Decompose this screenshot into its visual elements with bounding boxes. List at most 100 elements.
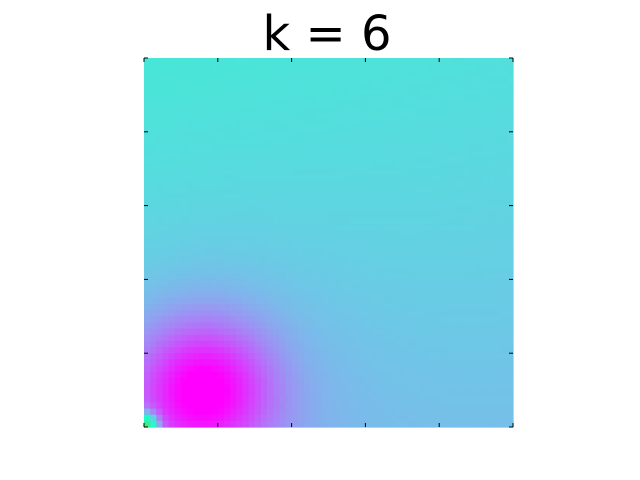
heatmap-cell xyxy=(469,353,477,360)
heatmap-cell xyxy=(365,322,373,330)
heatmap-cell xyxy=(199,230,207,237)
heatmap-cell xyxy=(334,279,342,287)
heatmap-cell xyxy=(328,304,336,311)
heatmap-cell xyxy=(445,248,453,256)
heatmap-cell xyxy=(476,58,483,65)
heatmap-cell xyxy=(377,254,385,262)
heatmap-cell xyxy=(340,347,348,354)
heatmap-cell xyxy=(193,414,200,422)
heatmap-cell xyxy=(482,316,489,324)
heatmap-cell xyxy=(199,174,207,182)
heatmap-cell xyxy=(402,137,410,145)
heatmap-cell xyxy=(248,144,256,151)
heatmap-cell xyxy=(451,230,459,237)
heatmap-cell xyxy=(162,236,170,244)
heatmap-cell xyxy=(291,267,299,274)
heatmap-cell xyxy=(310,285,317,293)
heatmap-cell xyxy=(236,137,243,145)
heatmap-cell xyxy=(390,119,397,127)
heatmap-cell xyxy=(285,107,293,114)
heatmap-cell xyxy=(205,88,213,96)
heatmap-cell xyxy=(150,420,157,428)
heatmap-cell xyxy=(365,125,373,133)
heatmap-cell xyxy=(500,82,508,90)
heatmap-cell xyxy=(383,365,391,373)
heatmap-cell xyxy=(334,162,342,170)
heatmap-cell xyxy=(346,174,354,182)
heatmap-cell xyxy=(248,408,256,416)
heatmap-cell xyxy=(463,420,471,428)
heatmap-cell xyxy=(316,242,323,250)
heatmap-cell xyxy=(359,125,366,133)
heatmap-cell xyxy=(205,144,213,151)
heatmap-cell xyxy=(180,101,188,108)
heatmap-cell xyxy=(267,156,274,164)
heatmap-cell xyxy=(248,310,256,317)
heatmap-cell xyxy=(377,334,385,342)
heatmap-cell xyxy=(359,211,366,219)
heatmap-cell xyxy=(174,88,182,96)
heatmap-cell xyxy=(180,70,188,78)
heatmap-cell xyxy=(187,340,194,348)
heatmap-cell xyxy=(445,137,453,145)
heatmap-cell xyxy=(279,211,287,219)
heatmap-cell xyxy=(230,310,237,317)
heatmap-cell xyxy=(494,150,502,157)
heatmap-cell xyxy=(211,353,219,360)
heatmap-cell xyxy=(193,224,200,231)
heatmap-cell xyxy=(408,193,416,201)
heatmap-cell xyxy=(451,199,459,207)
heatmap-cell xyxy=(414,217,422,225)
heatmap-cell xyxy=(168,211,176,219)
heatmap-cell xyxy=(414,267,422,274)
heatmap-cell xyxy=(353,156,360,164)
heatmap-cell xyxy=(285,383,293,391)
heatmap-cell xyxy=(414,94,422,102)
heatmap-cell xyxy=(242,383,250,391)
heatmap-cell xyxy=(334,236,342,244)
heatmap-cell xyxy=(426,82,434,90)
heatmap-cell xyxy=(396,285,403,293)
heatmap-cell xyxy=(205,347,213,354)
heatmap-cell xyxy=(463,267,471,274)
heatmap-cell xyxy=(488,377,496,385)
heatmap-cell xyxy=(340,58,348,65)
heatmap-cell xyxy=(297,119,305,127)
heatmap-cell xyxy=(322,414,330,422)
heatmap-cell xyxy=(285,137,293,145)
heatmap-cell xyxy=(500,334,508,342)
heatmap-cell xyxy=(316,217,323,225)
heatmap-cell xyxy=(353,76,360,84)
heatmap-cell xyxy=(488,64,496,71)
heatmap-cell xyxy=(144,205,151,213)
heatmap-cell xyxy=(476,94,483,102)
heatmap-cell xyxy=(494,402,502,410)
heatmap-cell xyxy=(445,402,453,410)
heatmap-cell xyxy=(162,297,170,305)
heatmap-cell xyxy=(396,248,403,256)
heatmap-cell xyxy=(199,279,207,287)
heatmap-cell xyxy=(371,230,379,237)
heatmap-cell xyxy=(390,156,397,164)
heatmap-cell xyxy=(254,82,262,90)
heatmap-cell xyxy=(346,297,354,305)
heatmap-cell xyxy=(451,125,459,133)
heatmap-cell xyxy=(260,260,268,268)
heatmap-cell xyxy=(144,353,151,360)
heatmap-cell xyxy=(279,365,287,373)
heatmap-cell xyxy=(303,316,311,324)
heatmap-cell xyxy=(383,236,391,244)
heatmap-cell xyxy=(230,144,237,151)
heatmap-cell xyxy=(445,101,453,108)
heatmap-cell xyxy=(383,101,391,108)
heatmap-cell xyxy=(469,408,477,416)
heatmap-cell xyxy=(180,236,188,244)
heatmap-cell xyxy=(236,279,243,287)
heatmap-cell xyxy=(285,174,293,182)
heatmap-cell xyxy=(279,304,287,311)
heatmap-cell xyxy=(260,353,268,360)
heatmap-cell xyxy=(457,390,465,397)
heatmap-cell xyxy=(494,285,502,293)
heatmap-cell xyxy=(217,187,225,194)
heatmap-cell xyxy=(199,217,207,225)
